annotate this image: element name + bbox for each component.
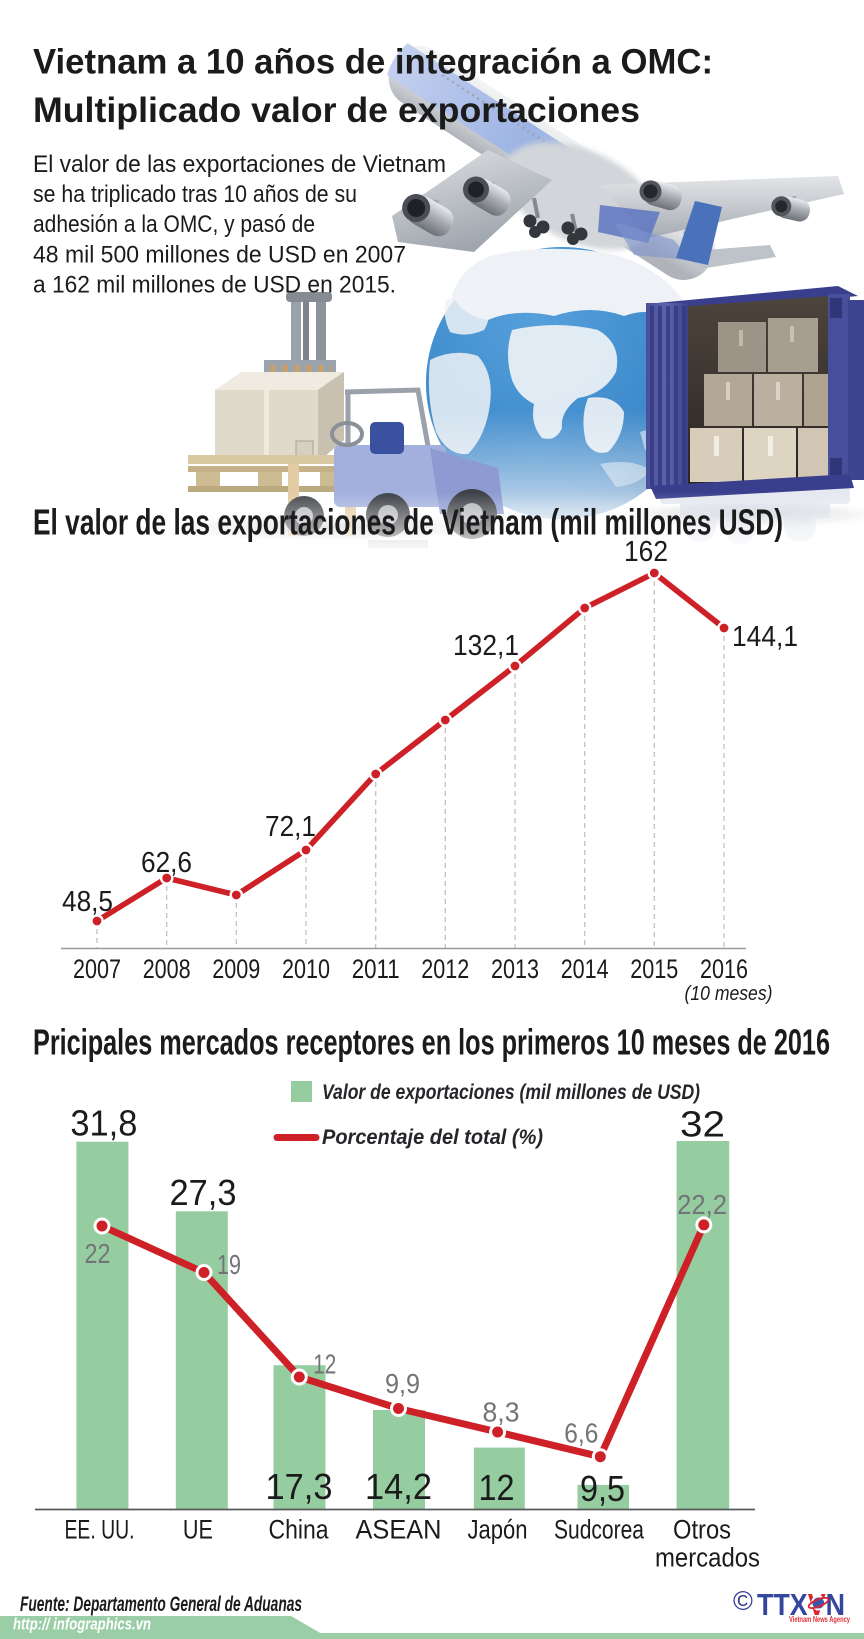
svg-text:2014: 2014: [561, 954, 609, 984]
svg-text:adhesión a la OMC, y pasó de: adhesión a la OMC, y pasó de: [33, 211, 315, 238]
svg-text:a 162 mil millones de USD en 2: a 162 mil millones de USD en 2015.: [33, 271, 396, 298]
svg-text:Porcentaje del total (%): Porcentaje del total (%): [322, 1125, 543, 1149]
svg-text:8,3: 8,3: [483, 1397, 520, 1428]
svg-text:Japón: Japón: [468, 1515, 528, 1545]
svg-text:ASEAN: ASEAN: [356, 1515, 442, 1545]
svg-text:9,9: 9,9: [385, 1368, 420, 1399]
svg-text:12: 12: [479, 1467, 515, 1508]
svg-text:©: ©: [733, 1586, 753, 1616]
svg-text:(10 meses): (10 meses): [685, 983, 773, 1005]
svg-text:27,3: 27,3: [170, 1172, 237, 1213]
svg-text:22,2: 22,2: [677, 1189, 727, 1220]
svg-text:12: 12: [313, 1349, 336, 1380]
svg-text:Valor de exportaciones (mil mi: Valor de exportaciones (mil millones de …: [322, 1080, 700, 1104]
svg-text:6,6: 6,6: [564, 1418, 598, 1449]
svg-text:32: 32: [680, 1104, 725, 1145]
svg-text:72,1: 72,1: [265, 811, 316, 843]
svg-text:Otros: Otros: [673, 1515, 731, 1545]
svg-text:19: 19: [217, 1249, 241, 1280]
svg-text:Multiplicado valor de exportac: Multiplicado valor de exportaciones: [33, 91, 640, 130]
svg-text:se ha triplicado tras 10 años: se ha triplicado tras 10 años de su: [33, 181, 357, 208]
svg-text:EE. UU.: EE. UU.: [65, 1515, 135, 1545]
svg-text:China: China: [269, 1515, 330, 1545]
svg-text:162: 162: [624, 536, 668, 568]
svg-text:Vietnam News Agency: Vietnam News Agency: [789, 1615, 850, 1624]
svg-text:El valor de las exportaciones: El valor de las exportaciones de Vietnam: [33, 151, 446, 178]
svg-text:31,8: 31,8: [70, 1103, 137, 1144]
svg-text:2016: 2016: [700, 954, 748, 984]
svg-text:22: 22: [85, 1238, 111, 1269]
svg-text:UE: UE: [183, 1515, 213, 1545]
svg-text:mercados: mercados: [655, 1543, 760, 1573]
svg-text:Sudcorea: Sudcorea: [554, 1515, 645, 1545]
svg-text:2007: 2007: [73, 954, 121, 984]
svg-text:http:// infographics.vn: http:// infographics.vn: [13, 1615, 151, 1634]
svg-text:17,3: 17,3: [266, 1466, 333, 1507]
svg-text:Fuente: Departamento General d: Fuente: Departamento General de Aduanas: [20, 1593, 302, 1616]
svg-text:144,1: 144,1: [732, 621, 798, 653]
svg-text:14,2: 14,2: [365, 1466, 432, 1507]
svg-text:Vietnam a 10 años de integraci: Vietnam a 10 años de integración a OMC:: [33, 43, 713, 82]
svg-text:2010: 2010: [282, 954, 330, 984]
svg-text:9,5: 9,5: [580, 1468, 625, 1509]
svg-text:48,5: 48,5: [62, 886, 113, 918]
svg-text:Pricipales mercados receptores: Pricipales mercados receptores en los pr…: [33, 1022, 830, 1063]
svg-text:2013: 2013: [491, 954, 539, 984]
svg-text:2012: 2012: [421, 954, 469, 984]
svg-text:62,6: 62,6: [141, 847, 192, 879]
svg-text:2008: 2008: [143, 954, 191, 984]
svg-text:2015: 2015: [630, 954, 678, 984]
svg-text:2011: 2011: [352, 954, 400, 984]
svg-text:El valor de las exportaciones: El valor de las exportaciones de Vietnam…: [33, 502, 783, 543]
svg-text:132,1: 132,1: [453, 630, 519, 662]
svg-text:2009: 2009: [212, 954, 260, 984]
svg-text:48 mil 500 millones de USD en: 48 mil 500 millones de USD en 2007: [33, 241, 406, 268]
